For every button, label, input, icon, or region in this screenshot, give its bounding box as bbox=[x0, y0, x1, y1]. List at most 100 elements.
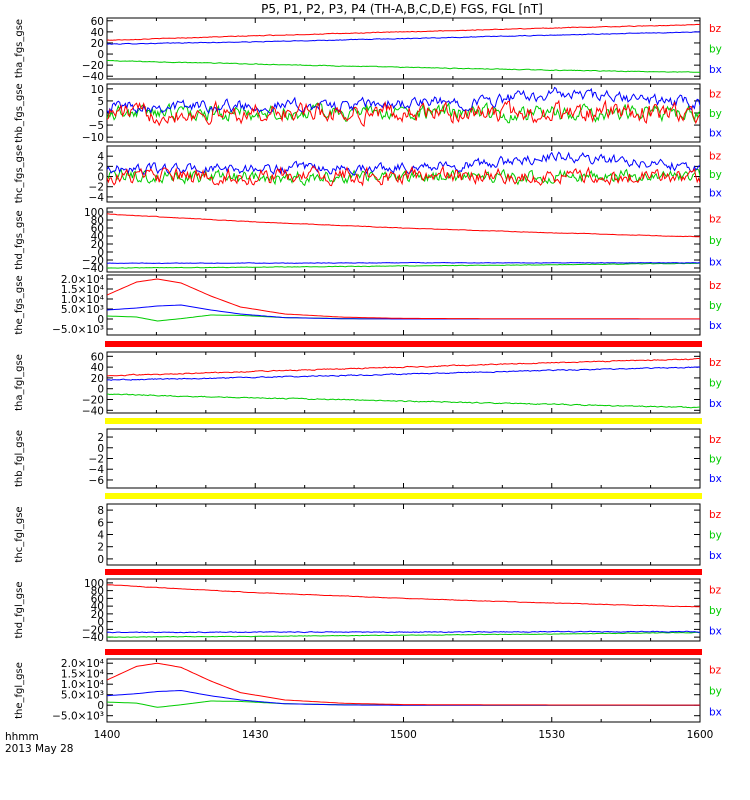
legend-bz: bz bbox=[709, 434, 722, 446]
legend-bx: bx bbox=[709, 320, 722, 332]
series-line-bz bbox=[107, 358, 700, 377]
y-tick-label: 0 bbox=[97, 108, 104, 120]
series-line-bx bbox=[107, 261, 700, 265]
legend-bx: bx bbox=[709, 707, 722, 719]
legend-by: by bbox=[709, 686, 722, 698]
legend-bz: bz bbox=[709, 89, 722, 101]
y-tick-label: 0 bbox=[97, 49, 104, 61]
legend-bx: bx bbox=[709, 473, 722, 485]
legend-bx: bx bbox=[709, 626, 722, 638]
y-tick-label: 1.0×10⁴ bbox=[61, 294, 104, 306]
y-tick-label: 100 bbox=[84, 578, 104, 590]
time-tick-label: 1530 bbox=[538, 729, 565, 741]
time-tick-label: 1500 bbox=[390, 729, 417, 741]
series-line-bx bbox=[107, 366, 700, 381]
legend-bx: bx bbox=[709, 64, 722, 76]
status-bar-yellow bbox=[105, 493, 702, 499]
y-tick-label: −5.0×10³ bbox=[52, 711, 104, 723]
y-tick-label: 40 bbox=[91, 601, 104, 613]
y-tick-label: 0 bbox=[97, 314, 104, 326]
y-tick-label: 80 bbox=[91, 215, 104, 227]
panel-ylabel: the_fgl_gse bbox=[14, 662, 25, 719]
series-line-bz bbox=[107, 99, 700, 128]
y-tick-label: −4 bbox=[89, 464, 105, 476]
y-tick-label: −20 bbox=[82, 395, 104, 407]
status-bar-red bbox=[105, 341, 702, 347]
y-tick-label: 5.0×10³ bbox=[61, 690, 104, 702]
y-tick-label: −20 bbox=[82, 60, 104, 72]
y-tick-label: 5 bbox=[97, 96, 104, 108]
time-tick-label: 1600 bbox=[687, 729, 714, 741]
time-unit-label: hhmm bbox=[5, 731, 39, 743]
y-tick-label: −40 bbox=[82, 405, 104, 417]
y-tick-label: −20 bbox=[82, 255, 104, 267]
date-label: 2013 May 28 bbox=[5, 743, 73, 755]
panel-ylabel: thb_fgl_gse bbox=[14, 430, 25, 487]
series-line-bz bbox=[107, 584, 700, 608]
y-tick-label: 0 bbox=[97, 700, 104, 712]
panel-ylabel: thc_fgl_gse bbox=[14, 506, 25, 562]
y-tick-label: 100 bbox=[84, 207, 104, 219]
y-tick-label: 0 bbox=[97, 384, 104, 396]
legend-bx: bx bbox=[709, 188, 722, 200]
y-tick-label: 0 bbox=[97, 172, 104, 184]
panel-ylabel: thd_fgs_gse bbox=[14, 210, 25, 269]
legend-bx: bx bbox=[709, 550, 722, 562]
legend-bx: bx bbox=[709, 398, 722, 410]
y-tick-label: −5.0×10³ bbox=[52, 324, 104, 336]
series-line-bx bbox=[107, 86, 700, 115]
panel-thc-fgs-gse: 420−2−4 thc_fgs_gse bz by bx bbox=[14, 145, 722, 204]
series-line-by bbox=[107, 262, 700, 269]
legend-bz: bz bbox=[709, 23, 722, 35]
y-tick-label: 2.0×10⁴ bbox=[61, 658, 104, 670]
status-bar-yellow bbox=[105, 418, 702, 424]
time-tick-label: 1430 bbox=[242, 729, 269, 741]
y-tick-label: 80 bbox=[91, 586, 104, 598]
y-tick-label: 40 bbox=[91, 362, 104, 374]
y-tick-label: −40 bbox=[82, 263, 104, 275]
time-axis: 1400 1430 1500 1530 1600 bbox=[94, 729, 714, 741]
y-tick-label: 10 bbox=[91, 84, 104, 96]
y-tick-label: 6 bbox=[97, 517, 104, 529]
y-tick-label: 2.0×10⁴ bbox=[61, 274, 104, 286]
series-line-bz bbox=[107, 278, 700, 320]
y-tick-label: 60 bbox=[91, 16, 104, 28]
y-tick-label: −6 bbox=[89, 475, 105, 487]
panel-ylabel: the_fgs_gse bbox=[14, 275, 25, 334]
legend-by: by bbox=[709, 44, 722, 56]
y-tick-label: 40 bbox=[91, 27, 104, 39]
y-tick-label: 2 bbox=[97, 161, 104, 173]
legend-by: by bbox=[709, 605, 722, 617]
y-tick-label: −5 bbox=[89, 120, 104, 132]
panel-ylabel: thc_fgs_gse bbox=[14, 145, 25, 204]
y-tick-label: 40 bbox=[91, 231, 104, 243]
status-bar-red bbox=[105, 569, 702, 575]
legend-by: by bbox=[709, 169, 722, 181]
figure-title: P5, P1, P2, P3, P4 (TH-A,B,C,D,E) FGS, F… bbox=[261, 2, 543, 16]
legend-bz: bz bbox=[709, 584, 722, 596]
legend-by: by bbox=[709, 378, 722, 390]
series-line-bx bbox=[107, 151, 700, 176]
y-tick-label: 20 bbox=[91, 609, 104, 621]
y-tick-label: 20 bbox=[91, 373, 104, 385]
legend-bz: bz bbox=[709, 665, 722, 677]
legend-by: by bbox=[709, 300, 722, 312]
y-tick-label: −2 bbox=[89, 182, 104, 194]
series-line-bz bbox=[107, 165, 700, 187]
panel-ylabel: tha_fgs_gse bbox=[14, 19, 25, 78]
y-tick-label: 2 bbox=[97, 542, 104, 554]
series-line-by bbox=[107, 393, 700, 409]
legend-by: by bbox=[709, 454, 722, 466]
y-tick-label: 60 bbox=[91, 223, 104, 235]
y-tick-label: 1.0×10⁴ bbox=[61, 679, 104, 691]
legend-bz: bz bbox=[709, 214, 722, 226]
legend-by: by bbox=[709, 235, 722, 247]
series-line-bz bbox=[107, 662, 700, 706]
